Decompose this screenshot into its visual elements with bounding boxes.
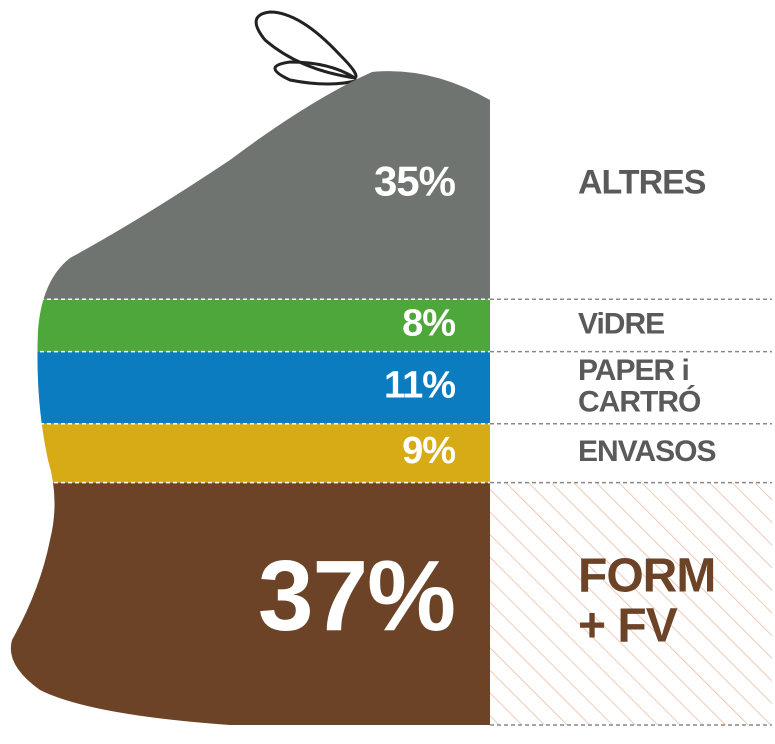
percent-label: 8% [402, 302, 455, 344]
segment [10, 482, 490, 725]
hatch-area [490, 482, 772, 725]
segment [10, 351, 490, 424]
segment [10, 299, 490, 352]
category-label: ALTRES [578, 164, 706, 202]
bag-tie [254, 10, 361, 86]
percent-label: 11% [384, 365, 455, 407]
category-label: ENVASOS [578, 435, 715, 468]
category-label: ViDRE [578, 307, 664, 340]
bag [10, 71, 490, 725]
category-label: PAPER i [578, 354, 689, 387]
percent-label: 37% [258, 540, 455, 652]
percent-label: 9% [402, 430, 455, 472]
category-label: FORM [578, 549, 715, 602]
percent-label: 35% [374, 158, 456, 205]
category-label: + FV [578, 600, 678, 653]
category-label: CARTRÓ [578, 384, 701, 418]
segment [10, 423, 490, 483]
